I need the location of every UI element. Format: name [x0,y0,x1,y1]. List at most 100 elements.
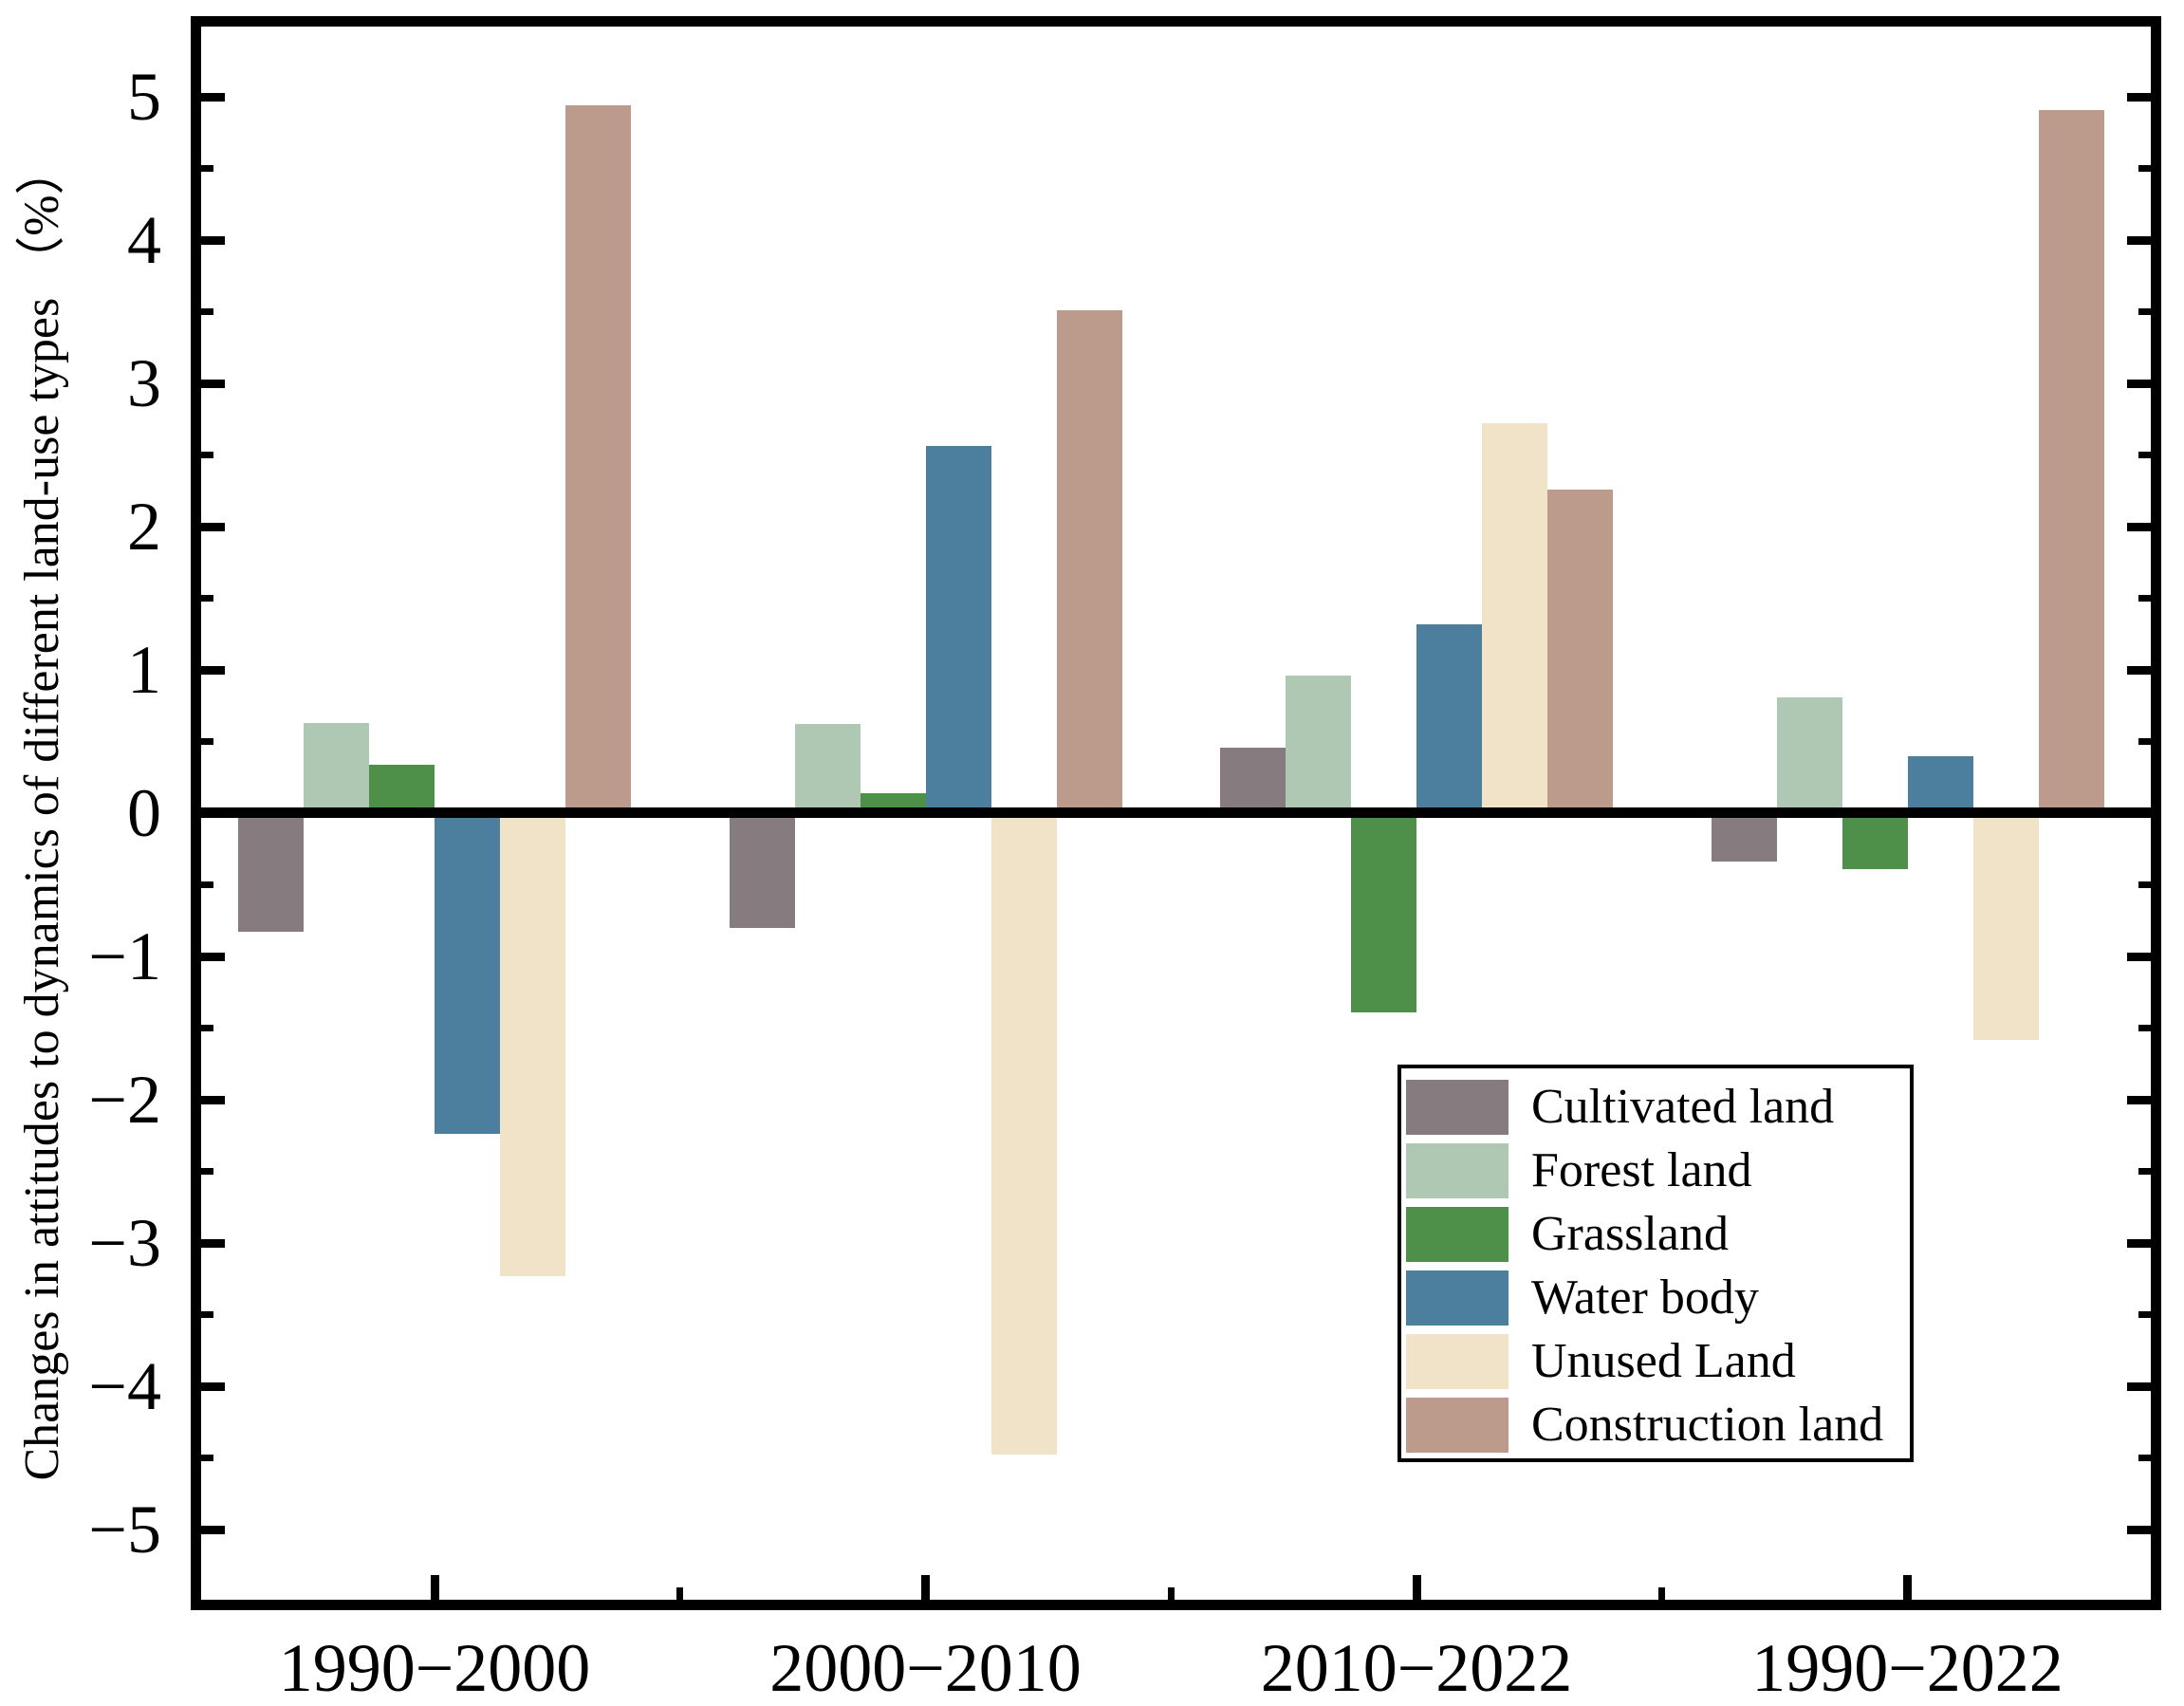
y-major-tick-right [2127,1239,2151,1248]
y-major-tick-left [201,1096,225,1104]
y-minor-tick-left [201,738,213,745]
legend-item-forest-land: Forest land [1401,1143,1910,1198]
y-minor-tick-right [2138,881,2151,888]
y-tick-label: 4 [0,206,161,274]
legend-item-construction-land: Construction land [1401,1398,1910,1453]
bar-construction-land-0 [565,105,631,813]
x-minor-tick [1658,1587,1665,1600]
bar-unused-land-1 [991,813,1057,1455]
bar-unused-land-0 [500,813,565,1276]
y-tick-label: 5 [0,63,161,131]
bar-cultivated-land-0 [238,813,304,932]
y-major-tick-right [2127,1382,2151,1391]
bar-grassland-2 [1351,813,1416,1012]
legend: Cultivated land Forest land Grassland Water… [1397,1065,1914,1462]
y-minor-tick-left [201,1311,213,1318]
bar-forest-land-0 [304,723,369,813]
bar-forest-land-2 [1286,676,1351,813]
y-major-tick-left [201,523,225,531]
legend-label: Grassland [1531,1207,1729,1262]
legend-label: Forest land [1531,1143,1752,1198]
y-minor-tick-left [201,881,213,888]
y-minor-tick-right [2138,738,2151,745]
legend-swatch-construction-land [1406,1398,1508,1453]
y-major-tick-left [201,236,225,245]
y-tick-label: 0 [0,779,161,847]
x-category-label: 2010−2022 [1132,1634,1701,1702]
bar-cultivated-land-1 [730,813,795,928]
y-major-tick-right [2127,93,2151,102]
y-minor-tick-left [201,452,213,458]
y-major-tick-left [201,380,225,388]
bar-cultivated-land-3 [1712,813,1777,862]
y-tick-label: −1 [0,922,161,991]
x-category-label: 1990−2022 [1623,1634,2184,1702]
legend-swatch-unused-land [1406,1334,1508,1389]
x-minor-tick [676,1587,683,1600]
x-major-tick [1903,1575,1912,1600]
y-major-tick-right [2127,380,2151,388]
y-minor-tick-right [2138,1168,2151,1175]
bar-water-body-3 [1908,756,1973,813]
y-tick-label: −3 [0,1209,161,1277]
bar-grassland-0 [369,765,435,813]
zero-baseline [201,807,2151,818]
y-minor-tick-left [201,308,213,315]
x-major-tick [921,1575,930,1600]
y-minor-tick-left [201,1168,213,1175]
y-major-tick-left [201,1239,225,1248]
y-minor-tick-right [2138,1455,2151,1461]
y-minor-tick-left [201,1025,213,1031]
y-major-tick-left [201,1382,225,1391]
y-minor-tick-right [2138,1311,2151,1318]
y-tick-label: −4 [0,1352,161,1420]
y-minor-tick-right [2138,165,2151,172]
y-major-tick-right [2127,1096,2151,1104]
legend-item-water-body: Water body [1401,1270,1910,1326]
y-tick-label: 3 [0,349,161,417]
y-minor-tick-right [2138,308,2151,315]
x-major-tick [431,1575,439,1600]
y-major-tick-right [2127,809,2151,818]
x-minor-tick [1168,1587,1175,1600]
legend-swatch-water-body [1406,1270,1508,1326]
bar-forest-land-1 [795,724,861,813]
y-minor-tick-left [201,595,213,602]
bar-unused-land-2 [1482,423,1547,813]
bar-construction-land-2 [1547,490,1613,813]
legend-swatch-grassland [1406,1207,1508,1262]
legend-swatch-forest-land [1406,1143,1508,1198]
y-major-tick-left [201,666,225,675]
y-major-tick-left [201,93,225,102]
legend-item-grassland: Grassland [1401,1207,1910,1262]
y-minor-tick-right [2138,452,2151,458]
x-category-label: 1990−2000 [150,1634,719,1702]
bar-forest-land-3 [1777,697,1842,813]
bar-water-body-0 [435,813,500,1134]
bar-water-body-2 [1416,624,1482,813]
bar-cultivated-land-2 [1220,748,1286,813]
y-major-tick-left [201,1526,225,1534]
legend-item-cultivated-land: Cultivated land [1401,1080,1910,1135]
y-major-tick-left [201,953,225,961]
legend-swatch-cultivated-land [1406,1080,1508,1135]
y-minor-tick-right [2138,1025,2151,1031]
bar-grassland-3 [1842,813,1908,869]
y-major-tick-right [2127,953,2151,961]
legend-label: Construction land [1531,1398,1883,1453]
y-major-tick-right [2127,236,2151,245]
y-tick-label: 1 [0,636,161,704]
x-major-tick [1413,1575,1421,1600]
y-major-tick-right [2127,1526,2151,1534]
y-major-tick-right [2127,523,2151,531]
y-minor-tick-left [201,165,213,172]
legend-label: Water body [1531,1270,1759,1326]
legend-label: Unused Land [1531,1334,1796,1389]
y-major-tick-left [201,809,225,818]
bar-construction-land-1 [1057,310,1122,813]
bar-water-body-1 [926,446,991,813]
legend-item-unused-land: Unused Land [1401,1334,1910,1389]
legend-label: Cultivated land [1531,1080,1834,1135]
y-tick-label: −5 [0,1495,161,1564]
